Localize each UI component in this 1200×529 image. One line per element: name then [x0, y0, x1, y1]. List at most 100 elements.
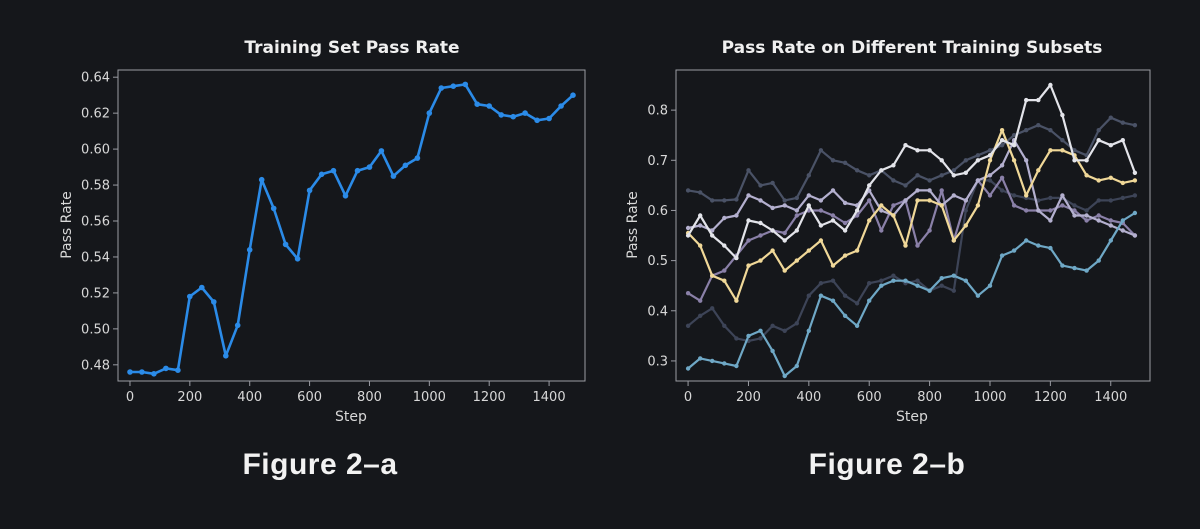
data-point: [1132, 170, 1138, 175]
data-point: [685, 188, 691, 193]
y-tick-label: 0.60: [81, 143, 110, 158]
data-point: [698, 223, 703, 228]
series-line: [686, 116, 1137, 202]
data-point: [1048, 208, 1053, 213]
data-point: [951, 288, 956, 293]
data-point: [999, 175, 1005, 180]
data-point: [1108, 223, 1114, 228]
data-point: [342, 193, 349, 199]
data-point: [1120, 180, 1126, 186]
data-point: [818, 208, 824, 213]
data-point: [746, 333, 751, 339]
data-point: [1108, 238, 1114, 243]
data-point: [915, 243, 920, 248]
data-point: [1036, 123, 1041, 128]
data-point: [211, 299, 217, 305]
data-point: [999, 143, 1005, 148]
data-point: [818, 238, 824, 243]
data-point: [794, 321, 799, 326]
data-point: [1096, 198, 1101, 203]
data-point: [1132, 193, 1138, 198]
data-point: [498, 112, 505, 118]
data-point: [939, 173, 944, 178]
series-line: [686, 129, 1137, 302]
data-point: [927, 198, 932, 203]
data-point: [1060, 138, 1065, 143]
data-point: [794, 208, 799, 213]
x-tick-label: 400: [237, 390, 262, 405]
data-point: [999, 128, 1005, 133]
data-point: [1132, 210, 1138, 216]
data-point: [842, 228, 848, 233]
data-point: [438, 85, 445, 91]
data-point: [879, 228, 884, 233]
x-axis-label: Step: [896, 409, 928, 425]
y-tick-label: 0.52: [81, 286, 110, 301]
data-point: [830, 158, 836, 163]
data-point: [1084, 158, 1089, 163]
data-point: [915, 278, 920, 283]
data-point: [139, 369, 145, 375]
data-point: [710, 198, 715, 203]
data-point: [1096, 258, 1101, 263]
data-point: [234, 322, 241, 329]
data-point: [963, 223, 968, 228]
data-point: [1108, 218, 1114, 223]
data-point: [867, 218, 872, 223]
data-point: [1084, 268, 1089, 273]
data-point: [710, 273, 715, 278]
y-tick-label: 0.62: [81, 107, 110, 122]
data-point: [987, 178, 993, 183]
data-point: [734, 213, 739, 218]
data-point: [770, 323, 775, 328]
data-point: [794, 258, 799, 263]
data-point: [1060, 263, 1065, 268]
data-point: [698, 313, 703, 318]
data-point: [330, 167, 337, 174]
y-tick-label: 0.48: [81, 358, 110, 373]
x-tick-label: 800: [917, 390, 942, 405]
data-point: [1036, 208, 1041, 213]
data-point: [951, 173, 956, 178]
data-point: [390, 173, 397, 179]
data-point: [1120, 138, 1126, 143]
data-point: [891, 273, 896, 278]
data-point: [175, 367, 181, 374]
data-point: [903, 143, 908, 148]
data-point: [306, 187, 313, 194]
data-point: [854, 301, 860, 306]
data-point: [1048, 245, 1053, 251]
chart-title: Training Set Pass Rate: [244, 38, 459, 58]
data-point: [903, 198, 908, 203]
data-point: [987, 283, 993, 288]
data-point: [426, 110, 433, 116]
data-point: [842, 160, 848, 165]
data-point: [746, 218, 751, 223]
data-point: [151, 371, 157, 377]
data-point: [510, 113, 516, 120]
data-point: [806, 328, 811, 333]
data-point: [879, 283, 884, 288]
y-tick-label: 0.56: [81, 215, 110, 230]
data-point: [734, 197, 739, 202]
data-point: [1084, 208, 1089, 213]
data-point: [891, 203, 896, 208]
y-tick-label: 0.54: [81, 250, 110, 265]
chart-title: Pass Rate on Different Training Subsets: [722, 38, 1103, 58]
data-point: [685, 225, 691, 231]
data-point: [987, 158, 993, 163]
data-point: [486, 103, 493, 109]
data-point: [722, 278, 727, 283]
data-point: [1096, 213, 1101, 218]
data-point: [951, 168, 956, 173]
data-point: [734, 363, 739, 369]
data-point: [1072, 203, 1077, 208]
data-point: [842, 200, 848, 206]
y-tick-label: 0.7: [647, 154, 668, 169]
data-point: [842, 293, 848, 298]
data-point: [842, 220, 848, 226]
data-point: [963, 208, 968, 213]
data-point: [842, 253, 848, 258]
data-point: [818, 198, 824, 203]
data-point: [1011, 143, 1017, 148]
